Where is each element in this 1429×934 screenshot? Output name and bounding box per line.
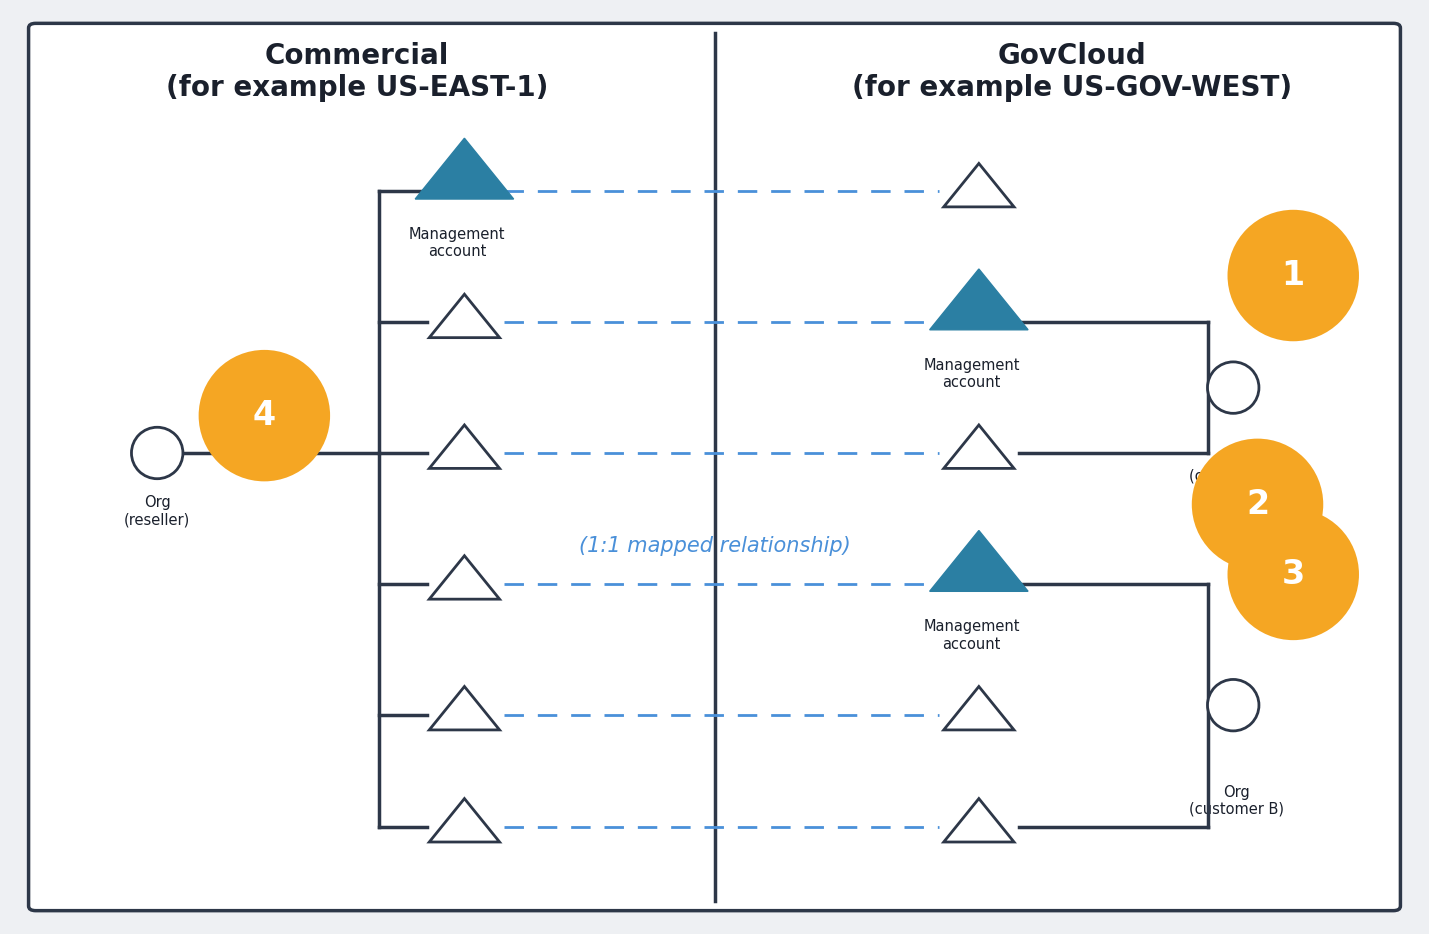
FancyBboxPatch shape bbox=[29, 23, 1400, 911]
Text: Management
account: Management account bbox=[923, 358, 1020, 390]
Polygon shape bbox=[930, 531, 1027, 591]
Ellipse shape bbox=[1228, 210, 1359, 341]
Text: 3: 3 bbox=[1282, 558, 1305, 591]
Polygon shape bbox=[429, 425, 500, 469]
Polygon shape bbox=[943, 686, 1015, 730]
Polygon shape bbox=[429, 556, 500, 600]
Polygon shape bbox=[416, 138, 513, 199]
Text: 1: 1 bbox=[1282, 259, 1305, 292]
Text: GovCloud
(for example US-GOV-WEST): GovCloud (for example US-GOV-WEST) bbox=[852, 42, 1292, 103]
Text: Org
(customer A): Org (customer A) bbox=[1189, 451, 1283, 484]
Ellipse shape bbox=[1208, 679, 1259, 731]
Ellipse shape bbox=[1228, 509, 1359, 640]
Ellipse shape bbox=[1208, 361, 1259, 414]
Text: Management
account: Management account bbox=[409, 227, 506, 260]
Polygon shape bbox=[943, 425, 1015, 469]
Polygon shape bbox=[429, 799, 500, 842]
Text: 2: 2 bbox=[1246, 488, 1269, 521]
Polygon shape bbox=[429, 294, 500, 337]
Text: 4: 4 bbox=[253, 399, 276, 432]
Ellipse shape bbox=[199, 350, 330, 481]
Text: Org
(reseller): Org (reseller) bbox=[124, 495, 190, 528]
Ellipse shape bbox=[1192, 439, 1323, 570]
Text: Commercial
(for example US-EAST-1): Commercial (for example US-EAST-1) bbox=[166, 42, 549, 103]
Polygon shape bbox=[943, 799, 1015, 842]
Text: Management
account: Management account bbox=[923, 619, 1020, 652]
Polygon shape bbox=[930, 269, 1027, 330]
Text: (1:1 mapped relationship): (1:1 mapped relationship) bbox=[579, 536, 850, 557]
Ellipse shape bbox=[131, 427, 183, 479]
Polygon shape bbox=[943, 163, 1015, 206]
Polygon shape bbox=[429, 686, 500, 730]
Text: Org
(customer B): Org (customer B) bbox=[1189, 785, 1283, 817]
